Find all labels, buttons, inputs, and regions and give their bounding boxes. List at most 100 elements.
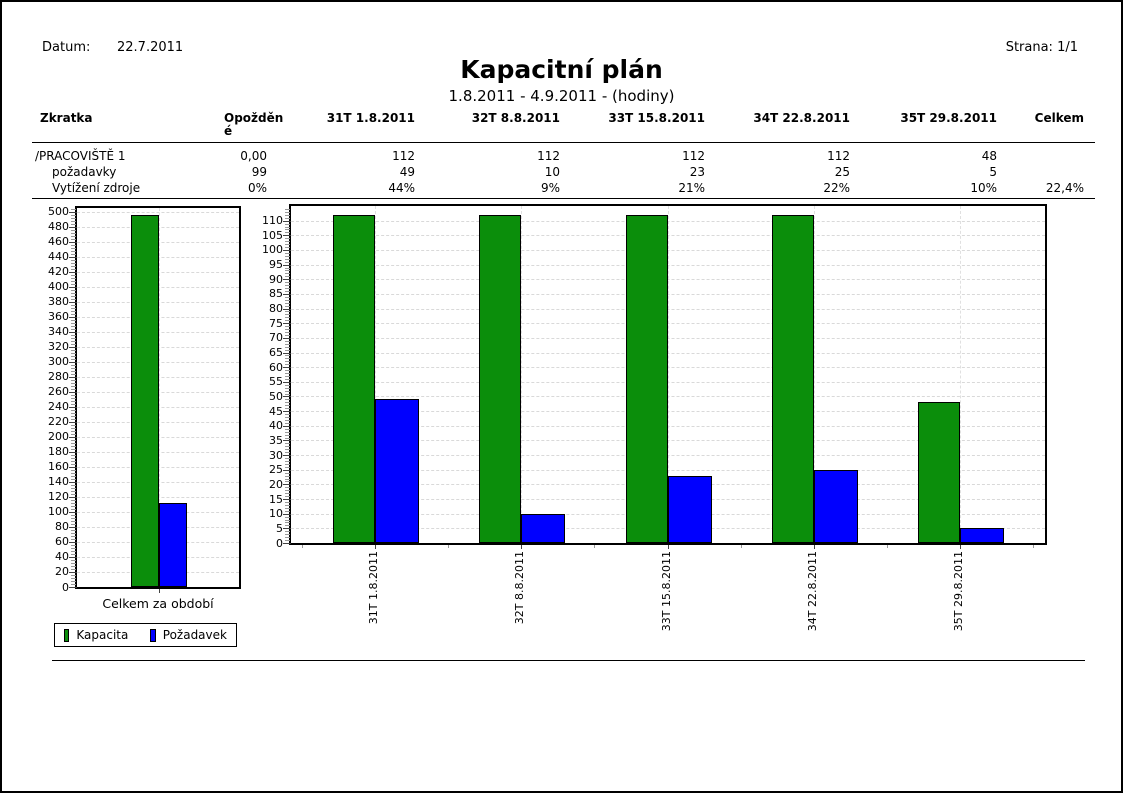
y-axis-label: 280 (48, 370, 69, 384)
y-axis-minor-tick (71, 517, 76, 519)
y-axis-tick (283, 499, 291, 501)
y-axis-minor-tick (285, 378, 290, 380)
y-axis-minor-tick (285, 534, 290, 536)
x-axis-tick (814, 545, 815, 549)
y-axis-minor-tick (71, 328, 76, 330)
y-axis-minor-tick (71, 403, 76, 405)
y-axis-label: 0 (62, 580, 69, 594)
y-axis-label: 45 (269, 404, 283, 418)
y-axis-minor-tick (71, 505, 76, 507)
y-axis-minor-tick (71, 445, 76, 447)
y-axis-minor-tick (71, 520, 76, 522)
cell-value: 112 (682, 149, 705, 163)
y-axis-label: 20 (55, 565, 69, 579)
y-axis-label: 200 (48, 430, 69, 444)
y-axis-tick (69, 241, 77, 243)
report-subtitle: 1.8.2011 - 4.9.2011 - (hodiny) (448, 87, 675, 105)
y-axis-minor-tick (71, 412, 76, 414)
y-axis-tick (69, 406, 77, 408)
y-axis-label: 440 (48, 250, 69, 264)
y-axis-minor-tick (71, 238, 76, 240)
y-axis-tick (283, 455, 291, 457)
y-axis-minor-tick (71, 547, 76, 549)
y-axis-minor-tick (285, 302, 290, 304)
y-axis-minor-tick (71, 364, 76, 366)
y-axis-minor-tick (71, 574, 76, 576)
y-axis-minor-tick (71, 373, 76, 375)
y-axis-minor-tick (71, 478, 76, 480)
y-axis-tick (69, 556, 77, 558)
y-axis-minor-tick (71, 400, 76, 402)
column-header-week-34: 34T 22.8.2011 (753, 111, 850, 125)
pozadavek-bar (375, 399, 419, 543)
y-axis-label: 300 (48, 355, 69, 369)
y-axis-minor-tick (285, 414, 290, 416)
y-axis-tick (283, 543, 291, 544)
kapacita-bar (333, 214, 375, 543)
y-axis-minor-tick (71, 343, 76, 345)
x-axis-tick (375, 545, 376, 549)
y-axis-minor-tick (71, 457, 76, 459)
y-axis-minor-tick (71, 379, 76, 381)
y-axis-minor-tick (285, 478, 290, 480)
y-axis-label: 420 (48, 265, 69, 279)
x-axis-minor-tick (741, 545, 742, 548)
y-axis-minor-tick (71, 460, 76, 462)
y-axis-minor-tick (285, 402, 290, 404)
y-axis-minor-tick (71, 532, 76, 534)
report-date: Datum: 22.7.2011 (42, 40, 183, 55)
y-axis-tick (69, 226, 77, 228)
pozadavek-bar (667, 475, 712, 543)
y-axis-minor-tick (285, 255, 290, 257)
y-axis-minor-tick (71, 454, 76, 456)
pozadavek-bar (960, 528, 1004, 543)
y-axis-minor-tick (285, 282, 290, 284)
y-axis-minor-tick (71, 397, 76, 399)
y-axis-minor-tick (285, 326, 290, 328)
y-axis-minor-tick (71, 409, 76, 411)
cell-value: 9% (540, 181, 560, 195)
gridline (291, 293, 1045, 295)
gridline (291, 337, 1045, 339)
y-axis-label: 80 (269, 302, 283, 316)
y-axis-label: 70 (269, 331, 283, 345)
y-axis-minor-tick (285, 311, 290, 313)
y-axis-label: 60 (55, 535, 69, 549)
y-axis-minor-tick (285, 223, 290, 225)
kapacita-bar (479, 214, 521, 543)
gridline (291, 235, 1045, 237)
y-axis-minor-tick (71, 244, 76, 246)
report-title: Kapacitní plán (460, 55, 663, 84)
vertical-gridline (375, 206, 376, 543)
x-axis-tick (960, 545, 961, 549)
vertical-gridline (667, 206, 669, 543)
y-axis-tick (69, 301, 77, 303)
y-axis-label: 90 (269, 272, 283, 286)
y-axis-tick (283, 352, 291, 354)
y-axis-minor-tick (71, 562, 76, 564)
kapacita-swatch (64, 628, 70, 642)
y-axis-minor-tick (71, 208, 76, 210)
y-axis-label: 15 (269, 492, 283, 506)
cell-value: 99 (251, 165, 267, 179)
y-axis-minor-tick (285, 510, 290, 512)
y-axis-label: 0 (276, 536, 283, 550)
y-axis-minor-tick (285, 361, 290, 363)
y-axis-minor-tick (71, 247, 76, 249)
y-axis-minor-tick (71, 550, 76, 552)
vertical-gridline (521, 206, 522, 543)
y-axis-label: 500 (48, 205, 69, 219)
y-axis-minor-tick (285, 531, 290, 533)
vertical-gridline (159, 208, 160, 587)
table-bottom-rule (32, 198, 1095, 199)
y-axis-minor-tick (71, 307, 76, 309)
y-axis-minor-tick (71, 313, 76, 315)
date-label: Datum: (42, 40, 91, 55)
y-axis-minor-tick (71, 577, 76, 579)
x-axis-minor-tick (594, 545, 595, 548)
y-axis-label: 30 (269, 448, 283, 462)
y-axis-tick (69, 256, 77, 258)
y-axis-minor-tick (71, 262, 76, 264)
y-axis-minor-tick (285, 449, 290, 451)
